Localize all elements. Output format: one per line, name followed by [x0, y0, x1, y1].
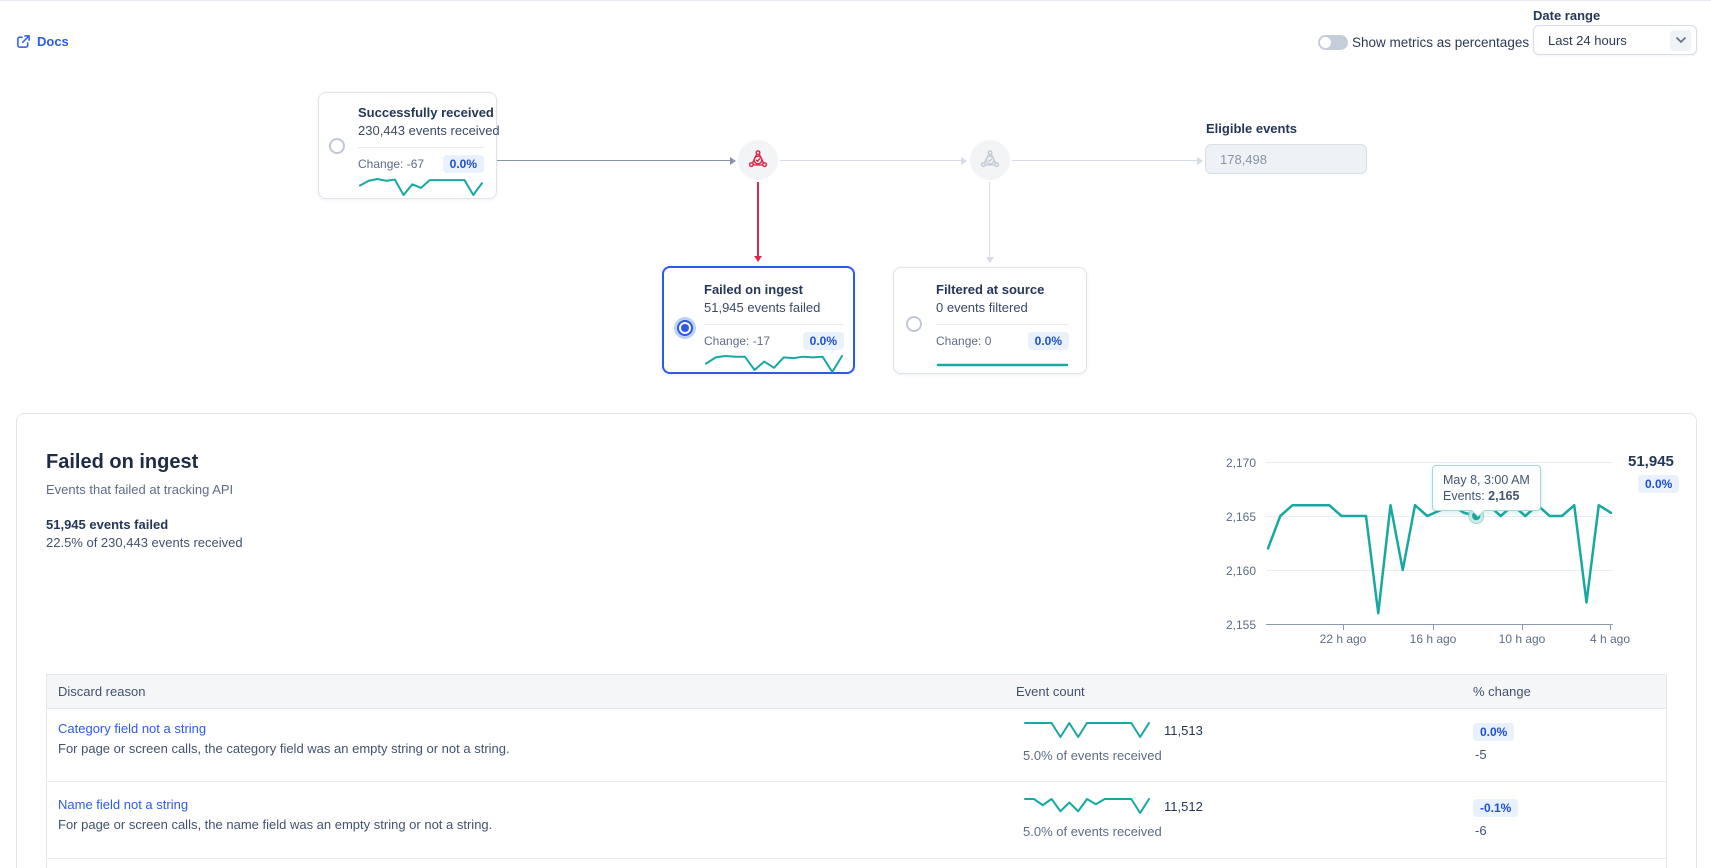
percent-of-received: 5.0% of events received — [1023, 824, 1162, 839]
card-subtitle: 51,945 events failed — [704, 300, 821, 315]
discard-reason-table: Discard reason Event count % change Cate… — [46, 674, 1667, 868]
x-tick-4h: 4 h ago — [1589, 632, 1631, 646]
y-tick-2165: 2,165 — [1225, 510, 1256, 524]
event-count-value: 11,512 — [1164, 798, 1203, 814]
x-tick-22h: 22 h ago — [1319, 632, 1367, 646]
card-subtitle: 0 events filtered — [936, 300, 1028, 315]
arrowhead-right-1 — [730, 156, 736, 165]
stat-events-failed: 51,945 events failed — [46, 517, 169, 532]
discard-reason-link[interactable]: Name field not a string — [58, 797, 189, 812]
arrowhead-right-2 — [961, 156, 967, 165]
change-label: Change: 0 — [936, 334, 992, 348]
arrowhead-down-filtered — [986, 257, 994, 263]
x-tick-mark — [1610, 624, 1611, 630]
toggle-knob — [1320, 37, 1331, 48]
date-range-select[interactable]: Last 24 hours — [1533, 25, 1697, 55]
connector-down-failed — [757, 182, 759, 256]
date-range-label: Date range — [1533, 8, 1601, 23]
arrowhead-down-failed — [754, 256, 762, 262]
card-title: Filtered at source — [936, 282, 1045, 297]
change-badge: 0.0% — [442, 155, 484, 173]
table-row: Category field not a string For page or … — [47, 709, 1666, 782]
divider — [936, 324, 1069, 325]
card-title: Successfully received — [358, 105, 494, 120]
stat-percent-of-received: 22.5% of 230,443 events received — [46, 535, 243, 550]
docs-link[interactable]: Docs — [16, 34, 69, 49]
y-tick-2160: 2,160 — [1225, 564, 1256, 578]
x-tick-mark — [1343, 624, 1344, 630]
connector-received-to-ingest — [497, 160, 731, 161]
percent-of-received: 5.0% of events received — [1023, 748, 1162, 763]
connector-ingest-to-filter — [780, 160, 962, 161]
header-discard-reason: Discard reason — [58, 684, 146, 699]
discard-reason-description: For page or screen calls, the name field… — [58, 817, 493, 832]
event-count-sparkline — [1024, 722, 1150, 738]
total-change-badge: 0.0% — [1638, 475, 1680, 493]
gridline-2165 — [1266, 516, 1613, 517]
radio-filtered-at-source[interactable] — [906, 316, 922, 332]
event-count-sparkline — [1024, 798, 1150, 814]
total-events-failed: 51,945 — [1628, 453, 1674, 470]
table-row: Name field not a string For page or scre… — [47, 782, 1666, 859]
x-axis-line — [1266, 624, 1613, 625]
sparkline — [705, 355, 843, 373]
tooltip-events: Events: 2,165 — [1443, 489, 1520, 503]
card-successfully-received[interactable]: Successfully received 230,443 events rec… — [318, 92, 500, 199]
radio-successfully-received[interactable] — [329, 138, 345, 154]
external-link-icon — [17, 35, 30, 48]
chevron-down-icon — [1670, 29, 1691, 51]
card-failed-on-ingest[interactable]: Failed on ingest 51,945 events failed Ch… — [662, 266, 855, 374]
eligible-events-input[interactable] — [1205, 144, 1367, 174]
tooltip-date: May 8, 3:00 AM — [1443, 473, 1530, 487]
header-percent-change: % change — [1473, 684, 1531, 699]
divider — [704, 324, 844, 325]
x-tick-mark — [1433, 624, 1434, 630]
discard-reason-description: For page or screen calls, the category f… — [58, 741, 510, 756]
docs-label: Docs — [37, 34, 69, 49]
x-tick-10h: 10 h ago — [1498, 632, 1546, 646]
header-event-count: Event count — [1016, 684, 1085, 699]
change-badge: 0.0% — [802, 332, 844, 350]
card-title: Failed on ingest — [704, 282, 803, 297]
gridline-2160 — [1266, 570, 1613, 571]
flat-sparkline — [936, 363, 1069, 367]
sparkline — [359, 178, 483, 196]
x-tick-16h: 16 h ago — [1409, 632, 1457, 646]
panel-subtitle: Events that failed at tracking API — [46, 482, 234, 497]
connector-filter-to-eligible — [1012, 160, 1198, 161]
arrowhead-right-3 — [1197, 156, 1203, 165]
change-delta: -5 — [1475, 747, 1487, 762]
y-tick-2170: 2,170 — [1225, 456, 1256, 470]
change-label: Change: -17 — [704, 334, 771, 348]
date-range-value: Last 24 hours — [1548, 32, 1627, 48]
source-filter-icon — [970, 140, 1010, 180]
ingest-validation-icon — [738, 140, 778, 180]
percent-change-badge: -0.1% — [1473, 799, 1519, 817]
connector-down-filtered — [989, 182, 990, 257]
tooltip-pointer-fill — [1472, 509, 1484, 516]
x-tick-mark — [1522, 624, 1523, 630]
event-count-value: 11,513 — [1164, 722, 1203, 738]
card-subtitle: 230,443 events received — [358, 123, 500, 138]
discard-reason-link[interactable]: Category field not a string — [58, 721, 207, 736]
card-filtered-at-source[interactable]: Filtered at source 0 events filtered Cha… — [893, 267, 1087, 374]
table-header-row: Discard reason Event count % change — [47, 675, 1666, 709]
chart-tooltip: May 8, 3:00 AM Events: 2,165 — [1432, 465, 1541, 517]
change-delta: -6 — [1475, 823, 1487, 838]
percentages-toggle[interactable] — [1318, 35, 1348, 50]
table-row-clipped — [47, 859, 1666, 868]
panel-title: Failed on ingest — [46, 451, 199, 473]
divider — [358, 147, 484, 148]
percentages-toggle-label: Show metrics as percentages — [1352, 35, 1530, 50]
change-badge: 0.0% — [1027, 332, 1069, 350]
radio-failed-on-ingest[interactable] — [677, 320, 693, 336]
eligible-events-label: Eligible events — [1206, 121, 1298, 136]
change-label: Change: -67 — [358, 157, 425, 171]
gridline-2170 — [1266, 462, 1613, 463]
y-tick-2155: 2,155 — [1225, 618, 1256, 632]
percent-change-badge: 0.0% — [1473, 723, 1515, 741]
